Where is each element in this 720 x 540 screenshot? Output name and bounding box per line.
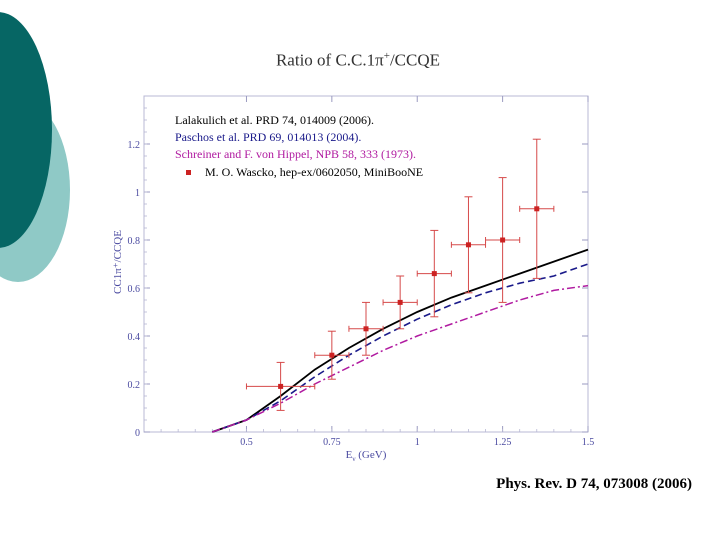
chart-title-tail: /CCQE	[389, 50, 441, 70]
x-axis-label-sub: ν	[352, 455, 355, 463]
data-point	[245, 361, 316, 411]
data-point	[416, 229, 452, 318]
y-tick-label: 0.8	[128, 236, 141, 247]
chart-title-main: Ratio of C.C.1π	[275, 50, 384, 70]
legend-entry: Schreiner and F. von Hippel, NPB 58, 333…	[175, 147, 416, 161]
x-axis-label-main: E	[346, 449, 353, 461]
legend-entry: Paschos et al. PRD 69, 014013 (2004).	[175, 130, 361, 144]
y-tick-label: 0	[135, 428, 140, 439]
legend-entry: Lalakulich et al. PRD 74, 014009 (2006).	[175, 113, 374, 127]
y-tick-label: 0.2	[128, 380, 141, 391]
data-marker	[431, 271, 437, 277]
x-axis-label-tail: (GeV)	[356, 449, 387, 461]
x-tick-label: 1	[415, 437, 420, 448]
y-tick-label: 1	[135, 188, 140, 199]
curve-schreiner	[212, 284, 589, 433]
data-point	[348, 301, 384, 356]
data-point	[519, 138, 555, 279]
data-point	[314, 330, 350, 380]
chart-title-sup: +	[383, 50, 390, 62]
data-marker	[500, 237, 506, 243]
y-tick-label: 0.4	[128, 332, 141, 343]
data-marker	[329, 352, 335, 358]
x-tick-label: 1.5	[582, 437, 595, 448]
x-tick-label: 1.25	[494, 437, 512, 448]
legend-entry: M. O. Wascko, hep-ex/0602050, MiniBooNE	[205, 165, 423, 179]
data-marker	[465, 242, 471, 248]
y-tick-label: 0.6	[128, 284, 141, 295]
data-point	[485, 177, 521, 303]
x-tick-label: 0.75	[323, 437, 341, 448]
y-tick-label: 1.2	[128, 140, 141, 151]
dark-teal-circle	[0, 12, 52, 248]
data-point	[382, 275, 418, 330]
x-tick-label: 0.5	[240, 437, 253, 448]
citation: Phys. Rev. D 74, 073008 (2006)	[496, 476, 692, 492]
data-point	[450, 196, 487, 294]
data-marker	[278, 383, 284, 389]
legend-marker	[186, 170, 191, 175]
data-marker	[397, 299, 403, 305]
data-marker	[534, 206, 540, 212]
chart-title: Ratio of C.C.1π+/CCQE	[128, 50, 588, 71]
data-marker	[363, 326, 369, 332]
x-axis-label: Eν (GeV)	[346, 449, 387, 463]
y-axis-label: CC1π⁺/CCQE	[112, 230, 124, 294]
